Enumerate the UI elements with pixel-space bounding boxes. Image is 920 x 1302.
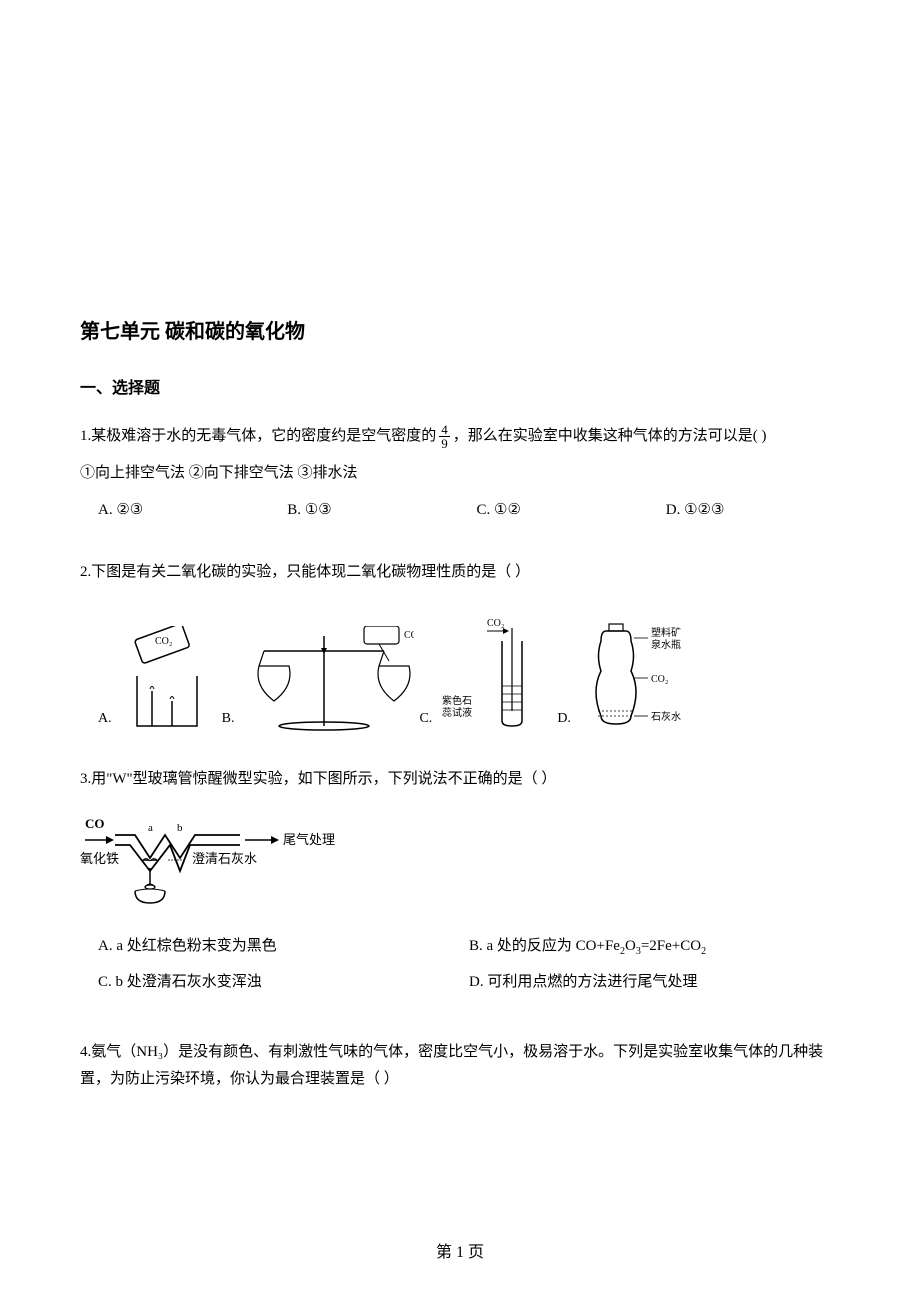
q3-b-label: b bbox=[177, 822, 183, 834]
q2d-co2-label: CO₂ bbox=[651, 674, 668, 685]
q2-optA-label: A. bbox=[98, 706, 112, 731]
q3-tail-label: 尾气处理 bbox=[283, 832, 335, 847]
q1-text-before: 1.某极难溶于水的无毒气体，它的密度约是空气密度的 bbox=[80, 428, 436, 444]
q3-a-label: a bbox=[148, 822, 153, 834]
q3-optB-mid1: O bbox=[625, 938, 636, 954]
question-2: 2.下图是有关二氧化碳的实验，只能体现二氧化碳物理性质的是（ ） A. CO₂ … bbox=[80, 559, 840, 731]
q2d-limewater-label: 石灰水 bbox=[651, 710, 681, 723]
question-3: 3.用"W"型玻璃管惊醒微型实验，如下图所示，下列说法不正确的是（ ） CO a… bbox=[80, 766, 840, 1004]
q1-line2: ①向上排空气法 ②向下排空气法 ③排水法 bbox=[80, 460, 840, 487]
q2c-litmus-label1: 紫色石 bbox=[442, 694, 472, 707]
unit-title: 第七单元 碳和碳的氧化物 bbox=[80, 315, 840, 344]
q1-fraction-den: 9 bbox=[439, 437, 450, 450]
q2-optC-label: C. bbox=[419, 706, 432, 731]
q1-options: A. ②③ B. ①③ C. ①② D. ①②③ bbox=[80, 497, 840, 524]
q1-text: 1.某极难溶于水的无毒气体，它的密度约是空气密度的49，那么在实验室中收集这种气… bbox=[80, 423, 840, 450]
q2-diagram-c: CO₂ 紫色石 蕊试液 bbox=[437, 616, 552, 731]
q3-diagram: CO a b 尾气处理 氧化铁 澄清石灰水 bbox=[80, 813, 340, 908]
q4-text: 4.氨气（NH₃）是没有颜色、有刺激性气味的气体，密度比空气小，极易溶于水。下列… bbox=[80, 1039, 840, 1093]
q2-opt-b: B. CO₂ bbox=[222, 626, 415, 731]
q3-options: A. a 处红棕色粉末变为黑色 B. a 处的反应为 CO+Fe2O3=2Fe+… bbox=[80, 933, 840, 1004]
q3-optB-sub3: 2 bbox=[701, 946, 706, 957]
q1-text-after: ，那么在实验室中收集这种气体的方法可以是( ) bbox=[453, 428, 767, 444]
q3-text: 3.用"W"型玻璃管惊醒微型实验，如下图所示，下列说法不正确的是（ ） bbox=[80, 766, 840, 793]
q2d-bottle-label1: 塑料矿 bbox=[651, 626, 681, 639]
q2-optB-label: B. bbox=[222, 706, 235, 731]
question-1: 1.某极难溶于水的无毒气体，它的密度约是空气密度的49，那么在实验室中收集这种气… bbox=[80, 423, 840, 524]
q2-opt-d: D. 塑料矿 泉水瓶 CO₂ 石灰水 bbox=[557, 616, 706, 731]
q1-optC: C. ①② bbox=[477, 497, 651, 524]
section-header: 一、选择题 bbox=[80, 374, 840, 398]
q3-optC: C. b 处澄清石灰水变浑浊 bbox=[98, 969, 469, 996]
q2c-co2-label: CO₂ bbox=[487, 618, 504, 629]
q2-image-options: A. CO₂ B. CO₂ bbox=[80, 616, 840, 731]
q3-optB-mid2: =2Fe+CO bbox=[641, 938, 701, 954]
q1-fraction: 49 bbox=[439, 423, 450, 450]
q1-optA: A. ②③ bbox=[98, 497, 272, 524]
q3-optA: A. a 处红棕色粉末变为黑色 bbox=[98, 933, 469, 961]
q2d-bottle-label2: 泉水瓶 bbox=[651, 638, 681, 651]
q2b-co2-label: CO₂ bbox=[404, 630, 414, 641]
q2-diagram-b: CO₂ bbox=[239, 626, 414, 731]
q2c-litmus-label2: 蕊试液 bbox=[442, 706, 472, 719]
q2-optD-label: D. bbox=[557, 706, 571, 731]
q3-co-label: CO bbox=[85, 816, 105, 831]
page-footer: 第 1 页 bbox=[0, 1238, 920, 1262]
q1-fraction-num: 4 bbox=[439, 423, 450, 437]
q2a-co2-label: CO₂ bbox=[155, 636, 172, 647]
q3-limewater-label: 澄清石灰水 bbox=[192, 851, 257, 866]
q2-text: 2.下图是有关二氧化碳的实验，只能体现二氧化碳物理性质的是（ ） bbox=[80, 559, 840, 586]
q3-optB-prefix: B. a 处的反应为 CO+Fe bbox=[469, 938, 620, 954]
q1-optD: D. ①②③ bbox=[666, 497, 840, 524]
q2-diagram-a: CO₂ bbox=[117, 626, 217, 731]
q3-optD: D. 可利用点燃的方法进行尾气处理 bbox=[469, 969, 840, 996]
question-4: 4.氨气（NH₃）是没有颜色、有刺激性气味的气体，密度比空气小，极易溶于水。下列… bbox=[80, 1039, 840, 1093]
q2-opt-a: A. CO₂ bbox=[98, 626, 217, 731]
q2-diagram-d: 塑料矿 泉水瓶 CO₂ 石灰水 bbox=[576, 616, 706, 731]
q2-opt-c: C. CO₂ 紫色石 蕊试液 bbox=[419, 616, 552, 731]
q1-optB: B. ①③ bbox=[287, 497, 461, 524]
q3-ironoxide-label: 氧化铁 bbox=[80, 851, 119, 866]
q3-optB: B. a 处的反应为 CO+Fe2O3=2Fe+CO2 bbox=[469, 933, 840, 961]
